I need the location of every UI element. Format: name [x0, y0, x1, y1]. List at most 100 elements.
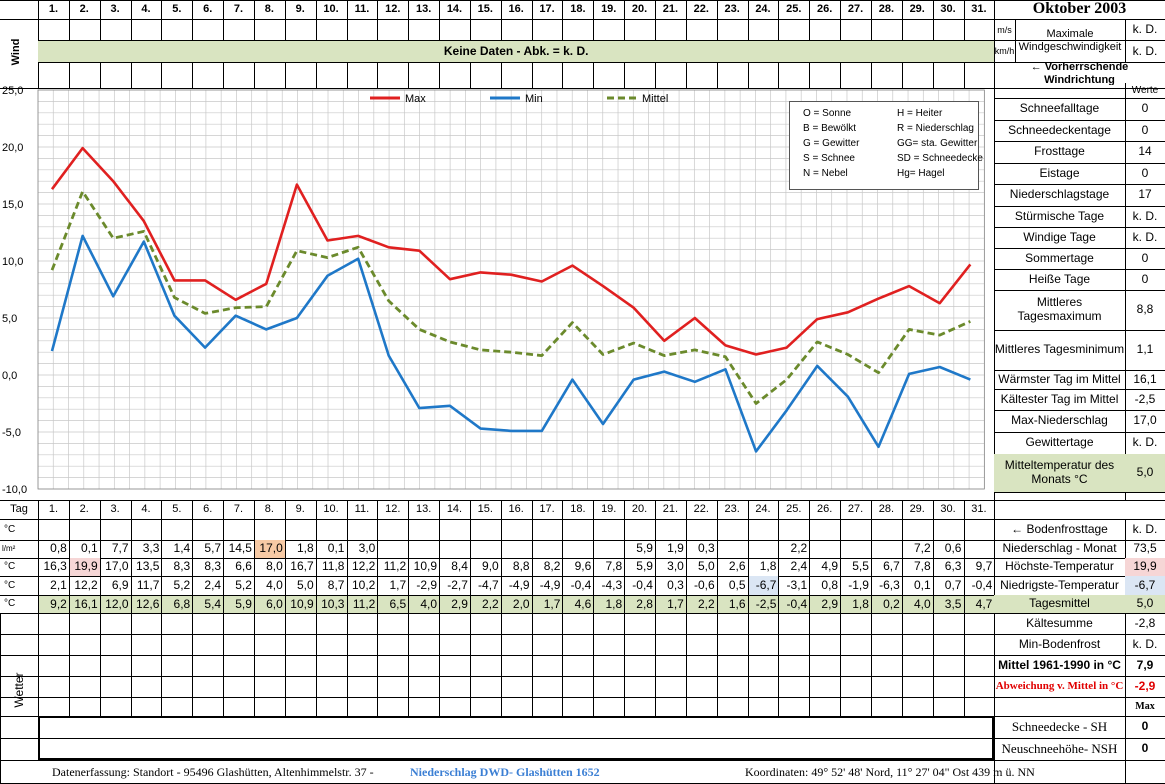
table-row-line: [0, 595, 995, 596]
table-cell-mittel: 12,0: [105, 596, 129, 611]
summary-value: 73,5: [1133, 541, 1157, 556]
table-cell-min: -4,3: [601, 577, 623, 592]
table-cell-mittel: -2,5: [755, 596, 777, 611]
table-day: 31.: [971, 503, 987, 516]
table-cell-mittel: 1,7: [543, 596, 561, 611]
h-line: [994, 634, 1165, 635]
no-data-text: Keine Daten - Abk. = k. D.: [38, 41, 995, 62]
table-cell-min: -6,7: [747, 576, 779, 595]
stats-header: Werte: [1131, 84, 1159, 96]
summary-value: -2,8: [1134, 615, 1156, 630]
summary-value: 7,9: [1136, 657, 1154, 672]
table-cell-min: 2,4: [204, 577, 222, 592]
abbrev-item: R = Niederschlag: [897, 123, 974, 134]
table-cell-mittel: 9,2: [50, 596, 67, 611]
table-cell-mittel: 12,6: [136, 596, 160, 611]
h-line: [994, 432, 1165, 433]
v-line: [1125, 83, 1126, 500]
table-cell-max: 13,5: [136, 559, 160, 574]
table-cell-mittel: 2,0: [512, 596, 530, 611]
table-day: 26.: [817, 503, 833, 516]
footer-left: Datenerfassung: Standort - 95496 Glashüt…: [52, 765, 374, 779]
table-cell-precip: 17,0: [253, 540, 285, 558]
table-day: 15.: [477, 503, 493, 516]
wetter-row-line: [0, 697, 995, 698]
col-divider: [68, 500, 70, 716]
h-line: [994, 163, 1165, 164]
wetter-row-line: [0, 676, 995, 677]
day-header: 7.: [233, 3, 244, 16]
col-divider: [901, 500, 903, 716]
table-cell-min: 12,2: [74, 577, 98, 592]
table-cell-max: 8,4: [451, 559, 468, 574]
stat-label: Gewittertage: [1025, 435, 1094, 450]
day-header: 12.: [385, 3, 401, 16]
table-cell-mittel: 1,7: [667, 596, 684, 611]
table-day: 18.: [570, 503, 586, 516]
table-cell-max: 16,7: [290, 559, 314, 574]
table-cell-precip: 14,5: [228, 541, 252, 556]
table-cell-precip: [748, 540, 779, 558]
wetter-row-line: [0, 634, 995, 635]
table-cell-precip: 0,1: [327, 541, 345, 556]
stat-label: Mittleres Tagesminimum: [994, 342, 1125, 357]
table-cell-mittel: 10,3: [321, 596, 345, 611]
table-day: 28.: [878, 503, 894, 516]
table-cell-max: 9,7: [975, 559, 993, 574]
col-divider: [562, 500, 564, 716]
summary-value: Max: [1135, 700, 1155, 712]
unit-lm: l/m²: [2, 544, 16, 554]
col-divider: [685, 500, 687, 716]
h-line: [994, 184, 1165, 185]
stat-label: Stürmische Tage: [1014, 208, 1105, 223]
summary-label: Mittel 1961-1990 in °C: [998, 657, 1121, 672]
stat-value: 1,1: [1136, 342, 1154, 357]
day-header: 16.: [508, 3, 524, 16]
table-row-line: [0, 540, 995, 541]
table-day: 27.: [847, 503, 864, 516]
table-cell-mittel: 6,0: [266, 596, 283, 611]
series-line-max: [50, 146, 972, 356]
day-header: 11.: [354, 3, 370, 16]
table-cell-min: 0,5: [728, 577, 746, 592]
y-tick-label: 20,0: [2, 142, 23, 154]
col-divider: [531, 500, 533, 716]
series-line-mittel: [50, 190, 971, 405]
stat-value: 14: [1138, 144, 1152, 159]
table-day: 16.: [508, 503, 524, 516]
h-line: [994, 269, 1165, 270]
table-cell-min: 11,7: [136, 577, 160, 592]
table-day: 24.: [755, 503, 771, 516]
day-header: 4.: [141, 3, 151, 16]
table-cell-mittel: 5,4: [204, 596, 222, 611]
table-cell-precip: [532, 540, 563, 558]
table-day: 22.: [693, 503, 709, 516]
stat-value: 16,1: [1133, 371, 1157, 386]
table-cell-mittel: 4,0: [420, 596, 438, 611]
h-line: [994, 697, 1165, 698]
table-cell-mittel: 5,9: [235, 596, 252, 611]
day-header: 8.: [264, 3, 274, 16]
day-header: 20.: [631, 3, 648, 16]
table-cell-max: 11,8: [322, 559, 345, 574]
h-line: [994, 389, 1165, 390]
table-cell-precip: [964, 540, 995, 558]
y-tick-label: 15,0: [2, 199, 23, 211]
summary-value: 5,0: [1125, 595, 1165, 613]
col-divider: [624, 500, 626, 716]
col-divider: [840, 500, 842, 716]
max-wind-value-2: k. D.: [1132, 43, 1158, 58]
table-cell-precip: [377, 540, 408, 558]
table-cell-min: -4,9: [508, 577, 530, 592]
stat-value: 5,0: [1125, 454, 1165, 492]
series-line-min: [50, 234, 971, 453]
col-divider: [99, 500, 101, 716]
table-cell-min: -0,4: [971, 577, 993, 592]
col-divider: [870, 500, 872, 716]
table-cell-precip: 0,1: [81, 541, 98, 556]
table-day: 12.: [385, 503, 401, 516]
summary-value: 0: [1141, 741, 1149, 756]
table-cell-max: 8,2: [543, 559, 561, 574]
table-cell-min: 5,0: [296, 577, 314, 592]
day-header: 17.: [539, 3, 555, 16]
